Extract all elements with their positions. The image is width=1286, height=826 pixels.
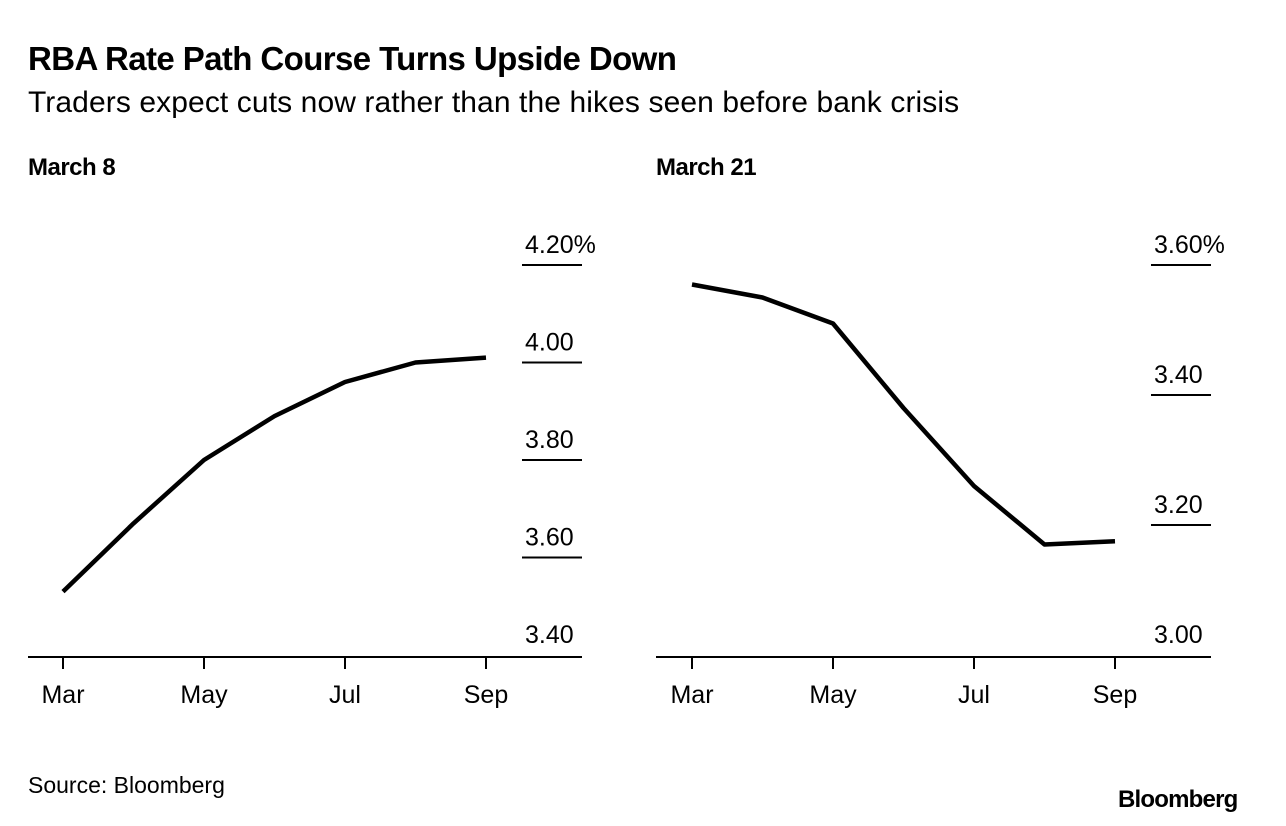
x-tick-label: Mar — [41, 681, 84, 709]
y-tick-label: 4.00 — [525, 329, 574, 357]
y-tick-label: 4.20% — [525, 231, 596, 259]
x-tick-label: Sep — [1093, 681, 1137, 709]
y-tick-label: 3.40 — [525, 621, 574, 649]
panel-title-march-21: March 21 — [656, 154, 757, 181]
bloomberg-logo: Bloomberg — [1118, 786, 1238, 813]
panel-title-march-8: March 8 — [28, 154, 116, 181]
x-tick-label: Sep — [464, 681, 508, 709]
x-tick-label: May — [809, 681, 857, 709]
series-line — [61, 355, 487, 594]
y-tick-label: 3.80 — [525, 426, 574, 454]
x-tick-label: Mar — [670, 681, 713, 709]
y-tick-label: 3.60% — [1154, 231, 1225, 259]
chart-subtitle: Traders expect cuts now rather than the … — [28, 86, 960, 119]
y-tick-label: 3.40 — [1154, 361, 1203, 389]
x-tick-label: May — [180, 681, 228, 709]
y-tick-label: 3.00 — [1154, 621, 1203, 649]
y-tick-label: 3.20 — [1154, 491, 1203, 519]
source-note: Source: Bloomberg — [28, 772, 225, 798]
x-tick-label: Jul — [329, 681, 361, 709]
x-tick-label: Jul — [958, 681, 990, 709]
series-line — [691, 282, 1116, 547]
chart-title: RBA Rate Path Course Turns Upside Down — [28, 40, 677, 77]
y-tick-label: 3.60 — [525, 524, 574, 552]
